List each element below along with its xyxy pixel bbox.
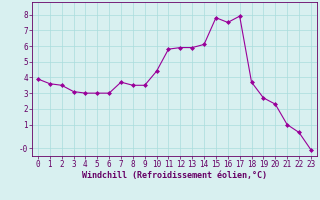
X-axis label: Windchill (Refroidissement éolien,°C): Windchill (Refroidissement éolien,°C) xyxy=(82,171,267,180)
